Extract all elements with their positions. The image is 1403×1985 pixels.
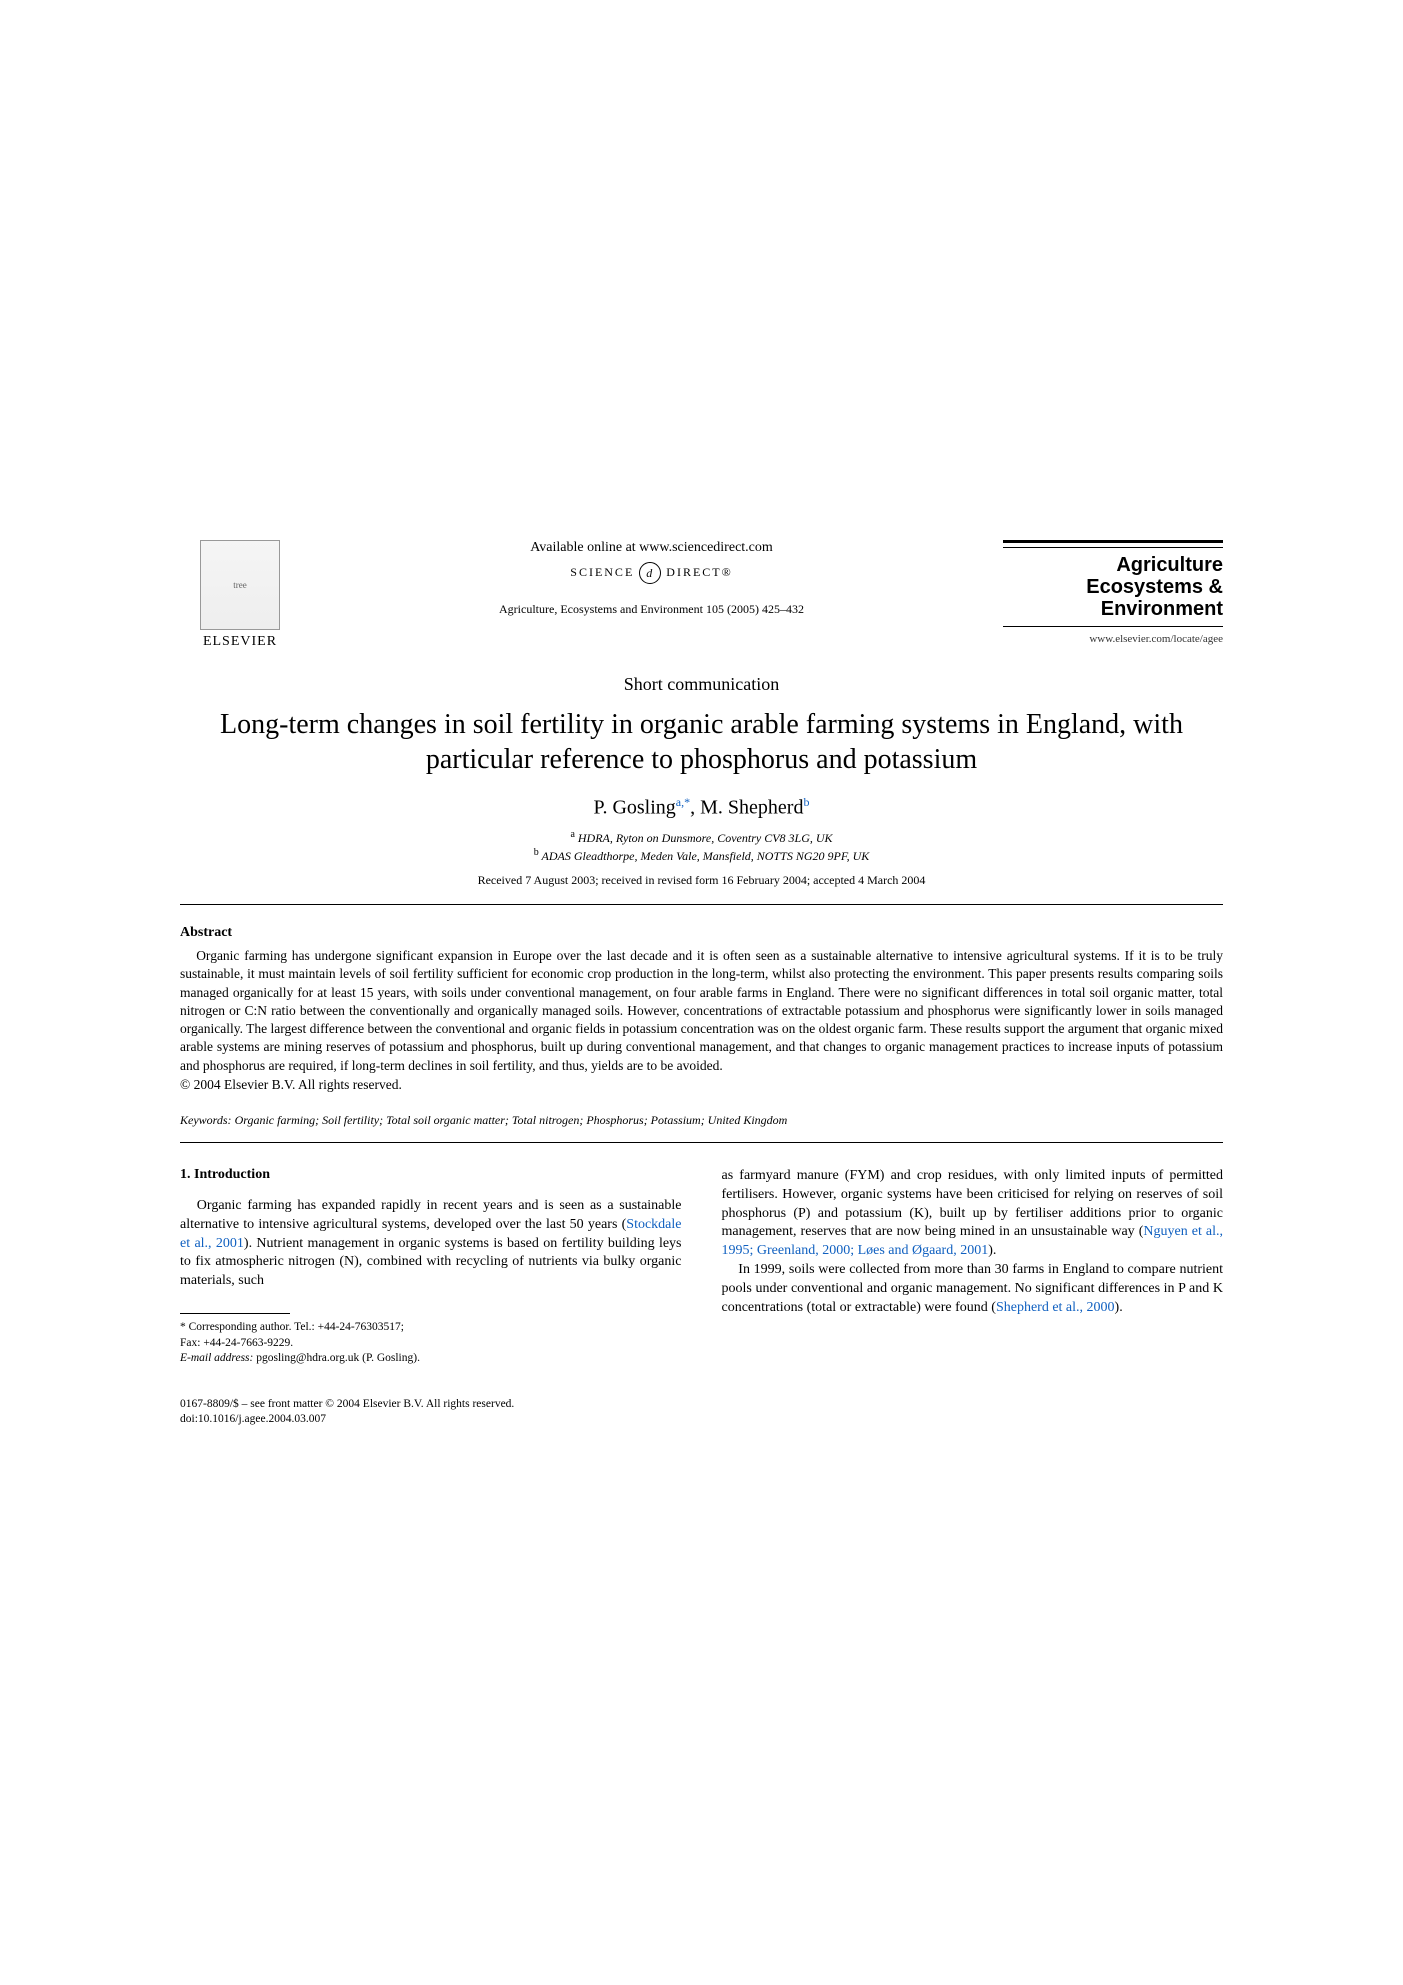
intro-col2-p2-a: In 1999, soils were collected from more … xyxy=(722,1262,1224,1315)
intro-col1-p1-b: ). Nutrient management in organic system… xyxy=(180,1236,682,1289)
journal-rule-bottom xyxy=(1003,626,1223,627)
author1-affil-sup: a,* xyxy=(676,795,690,809)
sd-d-icon: d xyxy=(639,562,661,584)
article-dates: Received 7 August 2003; received in revi… xyxy=(180,873,1223,888)
footnote-rule xyxy=(180,1313,290,1314)
intro-col1-p1: Organic farming has expanded rapidly in … xyxy=(180,1197,682,1291)
abstract-text: Organic farming has undergone significan… xyxy=(180,947,1223,1075)
journal-rule-top xyxy=(1003,540,1223,548)
abstract-block: Abstract Organic farming has undergone s… xyxy=(180,925,1223,1093)
author1-sup-a[interactable]: a, xyxy=(676,795,684,809)
journal-title-line2: Ecosystems & xyxy=(1086,576,1223,598)
rule-below-keywords xyxy=(180,1142,1223,1143)
journal-url: www.elsevier.com/locate/agee xyxy=(1003,633,1223,645)
keywords-label: Keywords: xyxy=(180,1113,232,1127)
affiliations: a HDRA, Ryton on Dunsmore, Coventry CV8 … xyxy=(180,828,1223,866)
footnote-email-line: E-mail address: pgosling@hdra.org.uk (P.… xyxy=(180,1351,682,1367)
abstract-heading: Abstract xyxy=(180,925,1223,941)
publisher-name: ELSEVIER xyxy=(203,634,277,650)
author-2: , M. Shepherd xyxy=(690,797,803,819)
intro-col1: Organic farming has expanded rapidly in … xyxy=(180,1197,682,1291)
column-right: as farmyard manure (FYM) and crop residu… xyxy=(722,1167,1224,1367)
intro-col2-p1: as farmyard manure (FYM) and crop residu… xyxy=(722,1167,1224,1261)
affiliation-a-text: HDRA, Ryton on Dunsmore, Coventry CV8 3L… xyxy=(578,831,833,845)
header-row: tree ELSEVIER Available online at www.sc… xyxy=(180,540,1223,650)
journal-title: Agriculture Ecosystems & Environment xyxy=(1003,554,1223,620)
footnote-block: * Corresponding author. Tel.: +44-24-763… xyxy=(180,1320,682,1367)
footnote-fax: Fax: +44-24-7663-9229. xyxy=(180,1336,682,1352)
footer: 0167-8809/$ – see front matter © 2004 El… xyxy=(180,1397,1223,1428)
publisher-block: tree ELSEVIER xyxy=(180,540,300,650)
keywords: Keywords: Organic farming; Soil fertilit… xyxy=(180,1113,1223,1128)
affiliation-b: b ADAS Gleadthorpe, Meden Vale, Mansfiel… xyxy=(180,846,1223,865)
abstract-paragraph: Organic farming has undergone significan… xyxy=(180,947,1223,1075)
footnote-email-label: E-mail address: xyxy=(180,1352,253,1364)
elsevier-logo: tree xyxy=(200,540,280,630)
article-type: Short communication xyxy=(180,674,1223,695)
journal-title-line3: Environment xyxy=(1101,598,1223,620)
footer-line1: 0167-8809/$ – see front matter © 2004 El… xyxy=(180,1397,1223,1413)
author-1: P. Gosling xyxy=(594,797,676,819)
science-direct-logo: SCIENCE d DIRECT® xyxy=(320,562,983,584)
journal-reference: Agriculture, Ecosystems and Environment … xyxy=(320,602,983,617)
footer-line2: doi:10.1016/j.agee.2004.03.007 xyxy=(180,1412,1223,1428)
header-center: Available online at www.sciencedirect.co… xyxy=(300,540,1003,617)
intro-col1-p1-a: Organic farming has expanded rapidly in … xyxy=(180,1198,682,1232)
sd-suffix: DIRECT® xyxy=(666,565,732,579)
sd-prefix: SCIENCE xyxy=(570,565,634,579)
footnote-corresponding: * Corresponding author. Tel.: +44-24-763… xyxy=(180,1320,682,1336)
affiliation-a: a HDRA, Ryton on Dunsmore, Coventry CV8 … xyxy=(180,828,1223,847)
rule-above-abstract xyxy=(180,904,1223,905)
affiliation-b-text: ADAS Gleadthorpe, Meden Vale, Mansfield,… xyxy=(542,849,870,863)
keywords-text: Organic farming; Soil fertility; Total s… xyxy=(232,1113,788,1127)
column-left: 1. Introduction Organic farming has expa… xyxy=(180,1167,682,1367)
article-title: Long-term changes in soil fertility in o… xyxy=(180,707,1223,777)
intro-heading: 1. Introduction xyxy=(180,1167,682,1183)
ref-shepherd[interactable]: Shepherd et al., 2000 xyxy=(996,1300,1115,1315)
intro-col2-p2: In 1999, soils were collected from more … xyxy=(722,1261,1224,1318)
authors: P. Goslinga,*, M. Shepherdb xyxy=(180,795,1223,820)
body-columns: 1. Introduction Organic farming has expa… xyxy=(180,1167,1223,1367)
abstract-copyright: © 2004 Elsevier B.V. All rights reserved… xyxy=(180,1077,1223,1093)
footnote-email: pgosling@hdra.org.uk (P. Gosling). xyxy=(253,1352,420,1364)
author2-affil-sup[interactable]: b xyxy=(803,795,809,809)
available-online-text: Available online at www.sciencedirect.co… xyxy=(320,540,983,556)
intro-col2-p1-b: ). xyxy=(988,1243,996,1258)
journal-title-line1: Agriculture xyxy=(1116,554,1223,576)
journal-block: Agriculture Ecosystems & Environment www… xyxy=(1003,540,1223,645)
intro-col2-p2-b: ). xyxy=(1115,1300,1123,1315)
intro-col2: as farmyard manure (FYM) and crop residu… xyxy=(722,1167,1224,1318)
